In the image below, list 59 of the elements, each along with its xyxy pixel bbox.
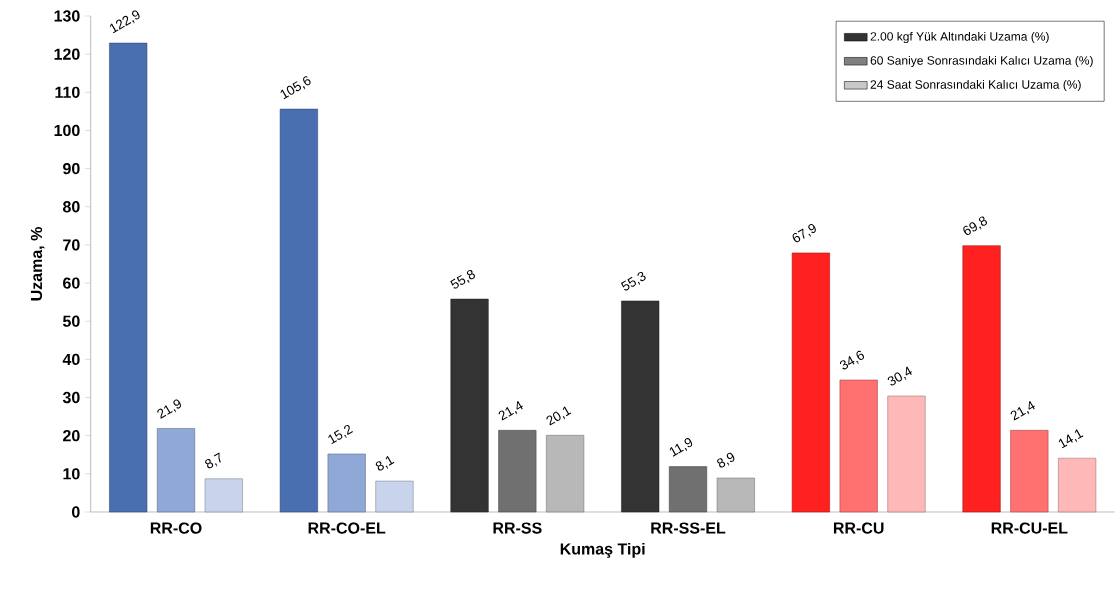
bar bbox=[109, 42, 148, 513]
y-tick-label: 80 bbox=[62, 201, 80, 213]
bar bbox=[156, 428, 196, 513]
data-label: 69,8 bbox=[963, 216, 988, 236]
y-tick-label: 30 bbox=[62, 392, 80, 404]
bar bbox=[887, 395, 926, 513]
data-label: 8,9 bbox=[717, 452, 735, 468]
data-label: 55,8 bbox=[450, 270, 476, 289]
data-label: 34,6 bbox=[839, 351, 865, 370]
y-tick-label: 120 bbox=[54, 48, 80, 60]
y-tick-label: 100 bbox=[54, 124, 80, 137]
bar bbox=[1058, 458, 1097, 513]
data-label: 8,7 bbox=[205, 452, 221, 469]
bar bbox=[791, 252, 830, 513]
bar bbox=[327, 453, 366, 513]
data-label: 14,1 bbox=[1058, 429, 1084, 449]
data-label: 21,9 bbox=[157, 399, 181, 419]
bar bbox=[279, 108, 318, 513]
data-label: 67,9 bbox=[792, 224, 816, 243]
bar bbox=[621, 300, 660, 513]
bar bbox=[204, 478, 243, 513]
legend-label: 24 Saat Sonrasındaki Kalıcı Uzama (%) bbox=[870, 80, 1081, 92]
y-tick-label: 90 bbox=[63, 163, 80, 175]
legend-label: 2.00 kgf Yük Altındaki Uzama (%) bbox=[870, 32, 1049, 44]
y-tick-label: 10 bbox=[63, 468, 80, 480]
data-label: 21,4 bbox=[1010, 401, 1035, 421]
y-tick-label: 20 bbox=[63, 430, 80, 442]
bar bbox=[546, 435, 585, 513]
x-tick-label: RR-SS-EL bbox=[651, 522, 726, 534]
y-tick-label: 60 bbox=[63, 277, 80, 289]
x-tick-label: RR-CO-EL bbox=[308, 522, 386, 534]
bar bbox=[962, 245, 1001, 513]
x-tick-label: RR-CU bbox=[833, 522, 884, 534]
bar bbox=[450, 298, 489, 513]
bar bbox=[668, 466, 708, 513]
data-label: 21,4 bbox=[498, 401, 523, 421]
x-axis-title: Kumaş Tipi bbox=[560, 543, 645, 558]
x-tick-label: RR-CO bbox=[150, 522, 202, 534]
bar bbox=[375, 480, 414, 513]
bar bbox=[716, 477, 755, 513]
bar bbox=[498, 430, 537, 513]
y-tick-label: 70 bbox=[63, 239, 80, 251]
y-tick-label: 40 bbox=[62, 353, 80, 366]
data-label: 55,3 bbox=[620, 272, 646, 291]
data-label: 15,2 bbox=[328, 425, 353, 445]
data-label: 30,4 bbox=[887, 366, 912, 386]
y-tick-label: 50 bbox=[62, 315, 80, 328]
bar bbox=[839, 379, 878, 513]
data-label: 8,1 bbox=[375, 456, 395, 471]
legend-label: 60 Saniye Sonrasındaki Kalıcı Uzama (%) bbox=[870, 56, 1093, 68]
bar bbox=[1010, 430, 1049, 513]
y-tick-label: 130 bbox=[54, 10, 80, 22]
y-axis-title: Uzama, % bbox=[30, 227, 45, 301]
data-label: 11,9 bbox=[669, 438, 693, 457]
x-tick-label: RR-CU-EL bbox=[991, 522, 1068, 534]
y-tick-label: 110 bbox=[55, 86, 80, 99]
y-tick-label: 0 bbox=[72, 506, 80, 518]
data-label: 20,1 bbox=[546, 406, 572, 426]
x-tick-label: RR-SS bbox=[493, 522, 542, 534]
